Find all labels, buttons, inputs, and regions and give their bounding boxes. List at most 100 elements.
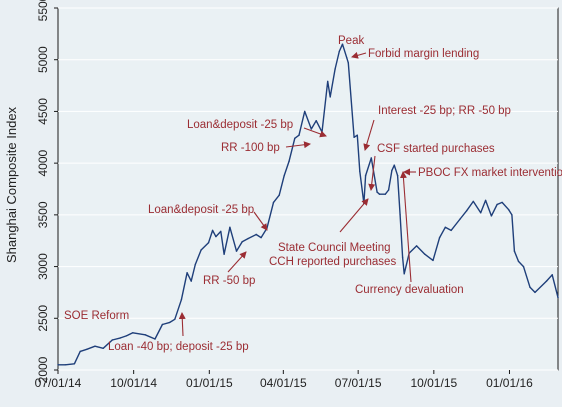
annotation-arrow <box>368 155 376 191</box>
data-point <box>378 193 381 195</box>
data-point <box>144 334 146 336</box>
data-point <box>347 62 349 64</box>
data-point <box>534 291 536 294</box>
data-point <box>450 229 452 232</box>
data-point <box>255 233 257 236</box>
data-point <box>393 164 395 166</box>
data-point <box>399 214 401 216</box>
data-point <box>496 203 498 206</box>
data-point <box>334 68 336 70</box>
data-point <box>391 169 393 172</box>
annotation-label: Loan&deposit -25 bp <box>187 119 293 131</box>
data-point <box>304 110 306 113</box>
x-tick-label: 07/01/14 <box>35 376 82 390</box>
data-point <box>557 296 559 299</box>
y-tick-label: 3000 <box>36 253 50 280</box>
data-point <box>484 199 487 202</box>
data-point <box>513 250 516 252</box>
data-point <box>298 134 300 136</box>
annotation-arrow <box>399 171 412 283</box>
data-point <box>169 321 171 324</box>
series-layer <box>57 43 559 366</box>
data-point <box>401 256 404 258</box>
data-point <box>356 134 358 136</box>
data-point <box>508 209 510 211</box>
annotation-arrow <box>363 119 375 151</box>
y-tick-label: 5000 <box>36 46 50 73</box>
data-point <box>211 229 214 232</box>
annotation-arrow <box>339 198 369 233</box>
annotation-label: CSF started purchases <box>377 143 495 155</box>
data-point <box>180 299 183 301</box>
data-point <box>501 201 503 204</box>
y-tick-label: 4500 <box>36 98 50 125</box>
data-point <box>215 235 217 238</box>
y-tick-label: 5500 <box>36 0 50 21</box>
data-point <box>511 214 513 216</box>
data-point <box>424 253 426 255</box>
x-tick-label: 04/01/15 <box>260 376 307 390</box>
grid-lines <box>58 7 558 371</box>
y-axis-ticks: 2000 2500 3000 3500 4000 4500 5000 5500 <box>36 0 58 383</box>
data-point <box>119 337 122 339</box>
annotation-label: Currency devaluation <box>355 284 464 296</box>
y-tick-label: 2000 <box>36 356 50 383</box>
x-tick-label: 10/01/14 <box>110 376 157 390</box>
data-point <box>86 348 88 350</box>
data-point <box>283 174 285 177</box>
data-point <box>125 335 128 337</box>
data-point <box>161 323 164 326</box>
data-point <box>396 174 399 177</box>
x-tick-label: 07/01/15 <box>335 376 382 390</box>
annotation-label: Loan -40 bp; deposit -25 bp <box>108 341 249 353</box>
annotation-label: Peak <box>338 35 364 47</box>
data-point <box>459 218 461 220</box>
annotation-label: RR -100 bp <box>221 142 280 154</box>
data-point <box>315 120 317 122</box>
data-point <box>154 338 156 340</box>
data-point <box>73 363 76 365</box>
data-point <box>346 56 348 59</box>
annotations-layer: Peak Forbid margin lending Interest -25 bp… <box>64 35 562 353</box>
annotation-arrow <box>303 127 327 138</box>
data-point <box>529 286 531 288</box>
data-point <box>260 236 262 239</box>
x-tick-label: 10/01/15 <box>410 376 457 390</box>
data-point <box>294 137 296 139</box>
annotation-arrow <box>253 211 268 231</box>
data-point <box>466 210 468 212</box>
data-point <box>341 43 344 45</box>
data-point <box>200 249 202 251</box>
x-axis-ticks: 07/01/14 10/01/14 01/01/15 04/01/15 07/01/15… <box>35 370 533 390</box>
data-point <box>186 272 188 274</box>
annotation-label: SOE Reform <box>64 310 129 322</box>
x-tick-label: 01/01/16 <box>486 376 533 390</box>
annotation-label: Loan&deposit -25 bp <box>148 204 254 216</box>
data-point <box>415 245 418 247</box>
annotation-arrow <box>178 312 186 337</box>
y-tick-label: 2500 <box>36 305 50 332</box>
data-point <box>111 339 114 341</box>
data-point <box>517 260 520 263</box>
data-point <box>94 345 96 347</box>
data-point <box>220 230 222 233</box>
data-point <box>545 280 548 282</box>
data-point <box>522 265 525 268</box>
data-point <box>310 128 312 130</box>
data-point <box>57 364 59 366</box>
data-point <box>444 226 446 228</box>
y-tick-label: 4000 <box>36 149 50 176</box>
data-point <box>403 273 405 275</box>
data-point <box>359 170 361 173</box>
data-point <box>278 194 280 196</box>
annotation-arrow <box>285 141 311 149</box>
annotation-label: PBOC FX market intervention <box>418 167 562 179</box>
data-point <box>207 242 210 244</box>
data-point <box>438 236 441 239</box>
annotation-arrow <box>227 251 247 273</box>
data-point <box>64 364 67 366</box>
data-point <box>364 174 367 177</box>
data-point <box>338 50 340 53</box>
data-point <box>353 136 355 138</box>
data-point <box>79 350 81 353</box>
